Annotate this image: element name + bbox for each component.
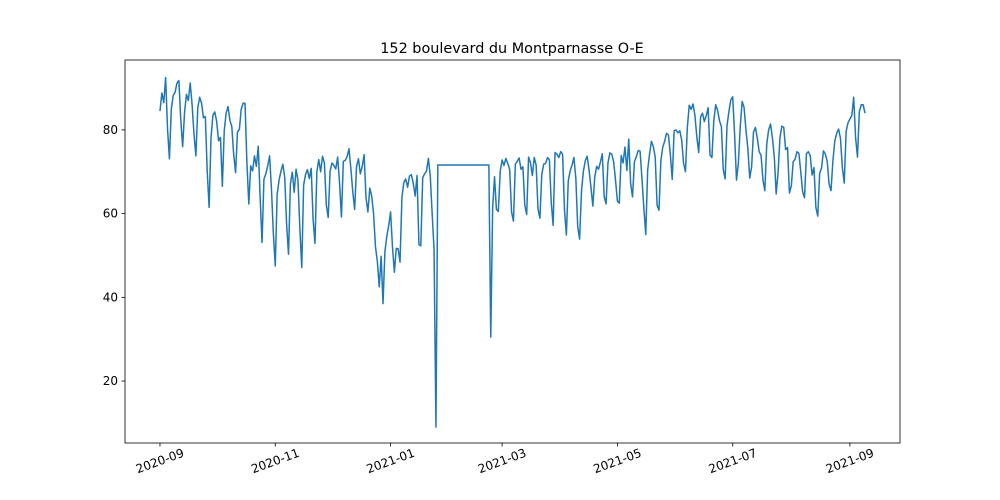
data-line <box>159 76 866 428</box>
y-tick-label: 40 <box>103 290 118 304</box>
y-tick-label: 80 <box>103 123 118 137</box>
plot-frame <box>124 59 901 444</box>
y-tick-label: 60 <box>103 207 118 221</box>
y-tick-label: 20 <box>103 374 118 388</box>
chart-title: 152 boulevard du Montparnasse O-E <box>380 41 643 57</box>
